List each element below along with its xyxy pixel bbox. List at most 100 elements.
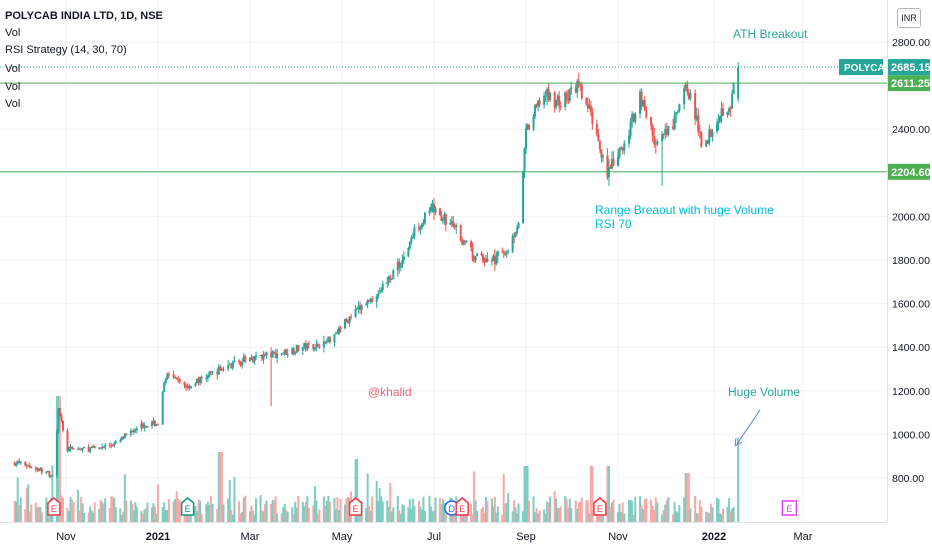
candle-body [673, 114, 676, 129]
volume-bar [465, 514, 468, 522]
volume-bar [119, 508, 122, 522]
volume-bar [283, 503, 286, 522]
volume-bar [676, 512, 679, 522]
volume-bar [69, 497, 72, 522]
volume-bar [68, 511, 71, 522]
candle-body [69, 446, 72, 449]
candle-body [119, 439, 122, 442]
volume-bar [438, 497, 441, 522]
volume-bar [523, 466, 526, 522]
candle-body [231, 362, 234, 369]
indicator-rsi-strategy[interactable]: RSI Strategy (14, 30, 70) [5, 44, 127, 56]
indicator-vol-4[interactable]: Vol [5, 98, 21, 110]
candle-body [90, 447, 93, 449]
price-axis[interactable]: 2800.002600.002400.002200.002000.001800.… [892, 37, 930, 485]
candle-body [129, 430, 132, 435]
volume-bar [732, 506, 735, 522]
candle-body [206, 375, 209, 378]
volume-bar [304, 501, 307, 522]
candle-body [586, 104, 589, 109]
candle-body [24, 462, 27, 466]
candle-body [174, 377, 177, 379]
candle-body [628, 135, 631, 144]
candle-body [108, 445, 111, 447]
horizontal-lines[interactable] [0, 82, 887, 173]
earnings-marker-1[interactable] [180, 497, 195, 516]
hline-label-1: 2204.60 [891, 167, 931, 179]
candle-body [114, 441, 117, 444]
volume-bar [72, 502, 75, 522]
candle-body [318, 345, 321, 348]
earnings-marker-2[interactable] [348, 497, 363, 516]
candle-body [199, 376, 202, 383]
candle-body [438, 208, 441, 215]
volume-bar [484, 496, 487, 522]
earnings-marker-5[interactable] [593, 497, 607, 516]
candle-body [732, 83, 735, 94]
earnings-marker-6[interactable] [781, 500, 798, 516]
candle-body [396, 261, 399, 271]
indicator-vol-1[interactable]: Vol [5, 27, 21, 39]
marker-label-1: E [185, 504, 191, 514]
candle-body [271, 351, 274, 358]
candle-body [262, 354, 265, 360]
price-tick-label: 1600.00 [892, 299, 930, 311]
volume-bar [58, 396, 61, 522]
candle-body [408, 242, 411, 249]
candle-body [274, 352, 277, 359]
candle-body [465, 241, 468, 243]
candle-body [71, 446, 74, 449]
volume-bar [239, 513, 242, 522]
volume-bar [19, 497, 22, 522]
candle-body [280, 353, 283, 355]
candle-body [366, 299, 369, 305]
time-axis[interactable]: Nov 2021 Mar May Jul Sep Nov 2022 Mar [56, 531, 813, 543]
candle-body [434, 208, 437, 213]
marker-label-5: E [597, 504, 603, 514]
earnings-marker-0[interactable] [47, 497, 61, 516]
earnings-marker-4[interactable] [455, 497, 469, 516]
candle-body [378, 292, 381, 294]
volume-bar [661, 514, 664, 522]
candle-body [390, 278, 393, 280]
candle-body [113, 443, 116, 446]
volume-bar [538, 510, 541, 522]
candle-body [505, 253, 508, 255]
volume-bar [327, 495, 330, 522]
price-tick-label: 1800.00 [892, 255, 930, 267]
candle-body [265, 352, 268, 356]
marker-label-3: D [449, 504, 456, 514]
symbol-title[interactable]: POLYCAB INDIA LTD, 1D, NSE [5, 10, 163, 22]
currency-button[interactable]: INR [897, 8, 921, 28]
candle-body [283, 349, 286, 354]
candle-body [241, 361, 244, 366]
volume-bar [567, 507, 570, 522]
candle-body [525, 128, 527, 149]
annotation-arrowhead [734, 437, 743, 447]
volume-bar [206, 501, 209, 522]
volume-bar [564, 496, 567, 522]
volume-bar [481, 507, 484, 522]
indicator-vol-2[interactable]: Vol [5, 63, 21, 75]
candle-body [189, 385, 192, 389]
candle-body [89, 447, 92, 452]
candle-body [304, 343, 307, 350]
volume-bar [559, 506, 562, 522]
volume-bar [250, 505, 253, 522]
candle-body [306, 343, 309, 350]
candle-body [380, 290, 383, 293]
volume-bar [495, 512, 498, 522]
price-tick-label: 1000.00 [892, 429, 930, 441]
candle-body [87, 446, 90, 452]
volume-bar [706, 512, 709, 522]
annotations: ATH Breakout Range Breaout with huge Vol… [368, 27, 808, 447]
volume-bar [238, 501, 241, 522]
volume-bar [568, 498, 571, 522]
indicator-vol-3[interactable]: Vol [5, 81, 21, 93]
volume-bar [410, 508, 413, 522]
candle-body [716, 123, 719, 132]
candle-body [433, 203, 435, 213]
candle-body [354, 308, 357, 318]
